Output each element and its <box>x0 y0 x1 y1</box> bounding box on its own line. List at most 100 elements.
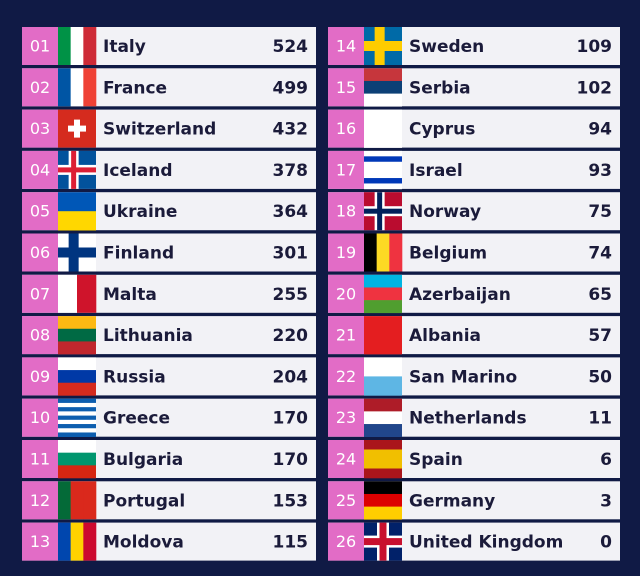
rank-cell <box>328 357 364 396</box>
rank: 17 <box>336 160 356 179</box>
flag <box>58 481 97 520</box>
flag-part <box>58 247 96 258</box>
flag-part <box>58 440 96 453</box>
rank-cell <box>328 68 364 107</box>
rank-cell <box>22 192 58 231</box>
rank-cell <box>22 398 58 437</box>
flag-part <box>58 357 96 371</box>
rank: 06 <box>30 243 50 262</box>
result-row: 02 France 499 <box>22 68 316 107</box>
rank-cell <box>328 274 364 313</box>
country: Sweden <box>409 37 484 57</box>
flag-part <box>364 300 402 314</box>
flag-part <box>83 27 97 65</box>
flag-part <box>58 167 96 173</box>
result-row: 10 Greece 170 <box>22 398 316 437</box>
flag-part <box>58 407 96 412</box>
result-row: 23 Netherlands 11 <box>328 398 620 437</box>
points: 524 <box>273 37 309 57</box>
result-row: 13 Moldova 115 <box>22 522 316 561</box>
rank-cell <box>22 481 58 520</box>
flag-part <box>364 172 402 179</box>
flag-part <box>83 481 97 520</box>
rank: 02 <box>30 78 50 97</box>
rank: 03 <box>30 119 50 138</box>
country: Ukraine <box>103 202 177 222</box>
flag <box>58 109 96 148</box>
points: 57 <box>588 326 612 346</box>
rank-cell <box>22 357 58 396</box>
flag <box>364 522 402 561</box>
flag <box>58 398 96 437</box>
rank: 01 <box>30 37 50 56</box>
flag <box>364 274 402 314</box>
flag-part <box>364 468 402 479</box>
points: 0 <box>600 533 612 553</box>
country: Germany <box>409 491 495 511</box>
flag-part <box>364 376 402 396</box>
rank: 16 <box>336 119 356 138</box>
flag <box>364 150 402 190</box>
rank-cell <box>328 109 364 148</box>
flag-part <box>364 109 402 148</box>
rank-cell <box>22 522 58 561</box>
rank-cell <box>328 150 364 189</box>
flag-part <box>364 316 402 355</box>
country: Israel <box>409 161 463 181</box>
flag-part <box>364 93 402 107</box>
result-row: 09 Russia 204 <box>22 357 316 396</box>
flag-part <box>364 538 402 546</box>
country: Greece <box>103 409 170 429</box>
rank: 19 <box>336 243 356 262</box>
result-row: 14 Sweden 109 <box>328 27 620 65</box>
points: 74 <box>588 244 612 264</box>
rank-cell <box>328 398 364 437</box>
result-row: 06 Finland 301 <box>22 233 316 272</box>
flag-part <box>58 341 96 355</box>
country: Iceland <box>103 161 173 181</box>
flag-part <box>58 522 71 561</box>
rank-cell <box>22 274 58 313</box>
rank-cell <box>328 522 364 561</box>
flag-part <box>58 419 96 425</box>
points: 204 <box>273 367 309 387</box>
country: Portugal <box>103 491 185 511</box>
flag-part <box>58 481 71 520</box>
flag <box>364 316 402 355</box>
rank-cell <box>22 150 58 189</box>
country: Cyprus <box>409 120 475 140</box>
points: 109 <box>577 37 613 57</box>
points: 3 <box>600 491 612 511</box>
flag-part <box>364 68 402 82</box>
flag <box>364 109 402 148</box>
result-row: 16 Cyprus 94 <box>328 109 620 148</box>
points: 153 <box>273 491 309 511</box>
flag-part <box>70 481 84 520</box>
flag <box>58 274 97 313</box>
flag-part <box>376 233 390 272</box>
flag-part <box>77 274 97 313</box>
rank-cell <box>22 233 58 272</box>
country: Bulgaria <box>103 450 183 470</box>
country: Albania <box>409 326 481 346</box>
flag-part <box>364 411 402 425</box>
rank: 11 <box>30 450 50 469</box>
result-row: 03 Switzerland 432 <box>22 109 316 148</box>
result-row: 26 United Kingdom 0 <box>328 522 620 561</box>
flag-part <box>364 398 402 412</box>
rank-cell <box>328 192 364 231</box>
flag-part <box>58 424 96 429</box>
country: Spain <box>409 450 463 470</box>
rank: 25 <box>336 491 356 510</box>
flag-part <box>364 150 402 157</box>
flag-part <box>364 161 402 168</box>
flag <box>364 233 403 272</box>
country: Italy <box>103 37 146 57</box>
result-row: 12 Portugal 153 <box>22 481 316 520</box>
flag <box>58 233 96 272</box>
points: 170 <box>273 450 309 470</box>
country: United Kingdom <box>409 533 563 553</box>
flag-part <box>58 328 96 342</box>
flag-part <box>70 522 84 561</box>
